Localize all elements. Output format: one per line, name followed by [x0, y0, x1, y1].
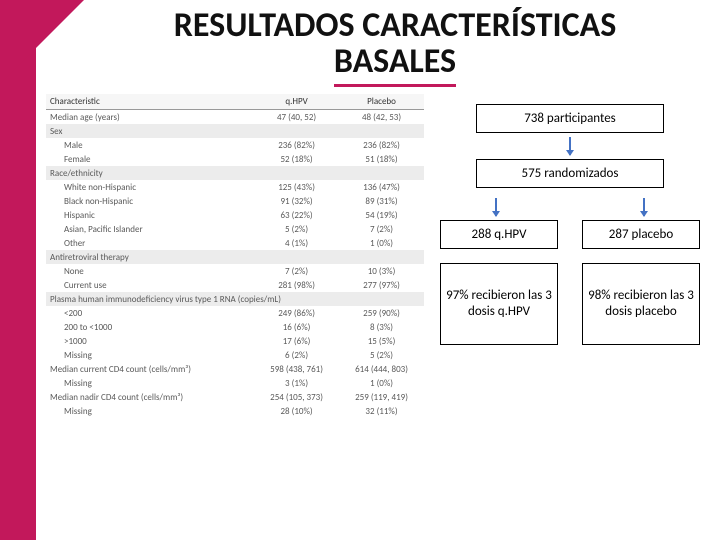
table-cell: 48 (42, 53)	[339, 110, 424, 125]
table-row: Current use281 (98%)277 (97%)	[46, 278, 424, 292]
table-cell: 614 (444, 803)	[339, 362, 424, 376]
table-cell: 125 (43%)	[254, 180, 339, 194]
table-row: Black non-Hispanic91 (32%)89 (31%)	[46, 194, 424, 208]
table-row: None7 (2%)10 (3%)	[46, 264, 424, 278]
table-row: Missing3 (1%)1 (0%)	[46, 376, 424, 390]
table-cell: 63 (22%)	[254, 208, 339, 222]
table-cell: Median nadir CD4 count (cells/mm³)	[46, 390, 254, 404]
table-row: <200249 (86%)259 (90%)	[46, 306, 424, 320]
table-cell: 7 (2%)	[254, 264, 339, 278]
table-row: Race/ethnicity	[46, 166, 424, 180]
table-cell: >1000	[46, 334, 254, 348]
col-placebo: Placebo	[339, 94, 424, 110]
table-row: Other4 (1%)1 (0%)	[46, 236, 424, 250]
table-cell: Male	[46, 138, 254, 152]
table-cell: Asian, Pacific Islander	[46, 222, 254, 236]
table-cell: 6 (2%)	[254, 348, 339, 362]
table-row: Asian, Pacific Islander5 (2%)7 (2%)	[46, 222, 424, 236]
page-title: RESULTADOS CARACTERÍSTICAS BASALES	[90, 8, 700, 79]
table-row: White non-Hispanic125 (43%)136 (47%)	[46, 180, 424, 194]
table-cell: 17 (6%)	[254, 334, 339, 348]
table-row: Median current CD4 count (cells/mm³)598 …	[46, 362, 424, 376]
table-cell: White non-Hispanic	[46, 180, 254, 194]
table-cell: Female	[46, 152, 254, 166]
table-cell: 28 (10%)	[254, 404, 339, 418]
table-cell: 1 (0%)	[339, 236, 424, 250]
table-cell: 200 to <1000	[46, 320, 254, 334]
table-cell: <200	[46, 306, 254, 320]
flow-diagram: 738 participantes 575 randomizados 288 q…	[440, 104, 700, 345]
flow-box-qhpv-doses: 97% recibieron las 3 dosis q.HPV	[440, 263, 558, 345]
table-row: Median nadir CD4 count (cells/mm³)254 (1…	[46, 390, 424, 404]
table-cell: Median current CD4 count (cells/mm³)	[46, 362, 254, 376]
col-qhpv: q.HPV	[254, 94, 339, 110]
table-cell: Other	[46, 236, 254, 250]
table-section: Plasma human immunodeficiency virus type…	[46, 292, 424, 306]
table-cell: 236 (82%)	[339, 138, 424, 152]
table-cell: 249 (86%)	[254, 306, 339, 320]
table-cell: 254 (105, 373)	[254, 390, 339, 404]
table-row: Plasma human immunodeficiency virus type…	[46, 292, 424, 306]
table-row: 200 to <100016 (6%)8 (3%)	[46, 320, 424, 334]
table-cell: 8 (3%)	[339, 320, 424, 334]
table-cell: Median age (years)	[46, 110, 254, 125]
baseline-table: Characteristic q.HPV Placebo Median age …	[46, 94, 424, 418]
table-row: Female52 (18%)51 (18%)	[46, 152, 424, 166]
table-cell: Missing	[46, 376, 254, 390]
accent-notch	[0, 0, 84, 84]
flow-box-placebo: 287 placebo	[582, 220, 700, 249]
table-cell: 89 (31%)	[339, 194, 424, 208]
table-row: >100017 (6%)15 (5%)	[46, 334, 424, 348]
table-cell: 10 (3%)	[339, 264, 424, 278]
flow-box-participants: 738 participantes	[476, 104, 664, 133]
title-line2: BASALES	[334, 41, 456, 87]
table-cell: Missing	[46, 404, 254, 418]
table-row: Antiretroviral therapy	[46, 250, 424, 264]
table-cell: 4 (1%)	[254, 236, 339, 250]
flow-box-qhpv: 288 q.HPV	[440, 220, 558, 249]
table-row: Missing6 (2%)5 (2%)	[46, 348, 424, 362]
table-cell: 16 (6%)	[254, 320, 339, 334]
table-cell: 91 (32%)	[254, 194, 339, 208]
table-cell: 281 (98%)	[254, 278, 339, 292]
flow-box-randomized: 575 randomizados	[476, 159, 664, 188]
flow-box-placebo-doses: 98% recibieron las 3 dosis placebo	[582, 263, 700, 345]
table-cell: 5 (2%)	[339, 348, 424, 362]
table-cell: 259 (119, 419)	[339, 390, 424, 404]
table-cell: 52 (18%)	[254, 152, 339, 166]
table-cell: 3 (1%)	[254, 376, 339, 390]
table-cell: 598 (438, 761)	[254, 362, 339, 376]
table-cell: 15 (5%)	[339, 334, 424, 348]
table-section: Race/ethnicity	[46, 166, 424, 180]
table-cell: 259 (90%)	[339, 306, 424, 320]
table-cell: Black non-Hispanic	[46, 194, 254, 208]
table-cell: 236 (82%)	[254, 138, 339, 152]
table-cell: 54 (19%)	[339, 208, 424, 222]
arrow-down-icon	[495, 198, 497, 216]
table-cell: Current use	[46, 278, 254, 292]
table-cell: 5 (2%)	[254, 222, 339, 236]
arrow-down-icon	[643, 198, 645, 216]
table-cell: 51 (18%)	[339, 152, 424, 166]
table-cell: 277 (97%)	[339, 278, 424, 292]
table-row: Hispanic63 (22%)54 (19%)	[46, 208, 424, 222]
table-cell: 47 (40, 52)	[254, 110, 339, 125]
table-cell: 7 (2%)	[339, 222, 424, 236]
col-characteristic: Characteristic	[46, 94, 254, 110]
table-cell: Missing	[46, 348, 254, 362]
table-row: Median age (years)47 (40, 52)48 (42, 53)	[46, 110, 424, 125]
arrow-down-icon	[569, 137, 571, 155]
table-cell: Hispanic	[46, 208, 254, 222]
table-row: Sex	[46, 124, 424, 138]
table-section: Sex	[46, 124, 424, 138]
table-cell: 1 (0%)	[339, 376, 424, 390]
title-line1: RESULTADOS CARACTERÍSTICAS	[174, 5, 617, 46]
table-section: Antiretroviral therapy	[46, 250, 424, 264]
table-cell: 32 (11%)	[339, 404, 424, 418]
table-cell: 136 (47%)	[339, 180, 424, 194]
table-row: Missing28 (10%)32 (11%)	[46, 404, 424, 418]
table-cell: None	[46, 264, 254, 278]
table-row: Male236 (82%)236 (82%)	[46, 138, 424, 152]
